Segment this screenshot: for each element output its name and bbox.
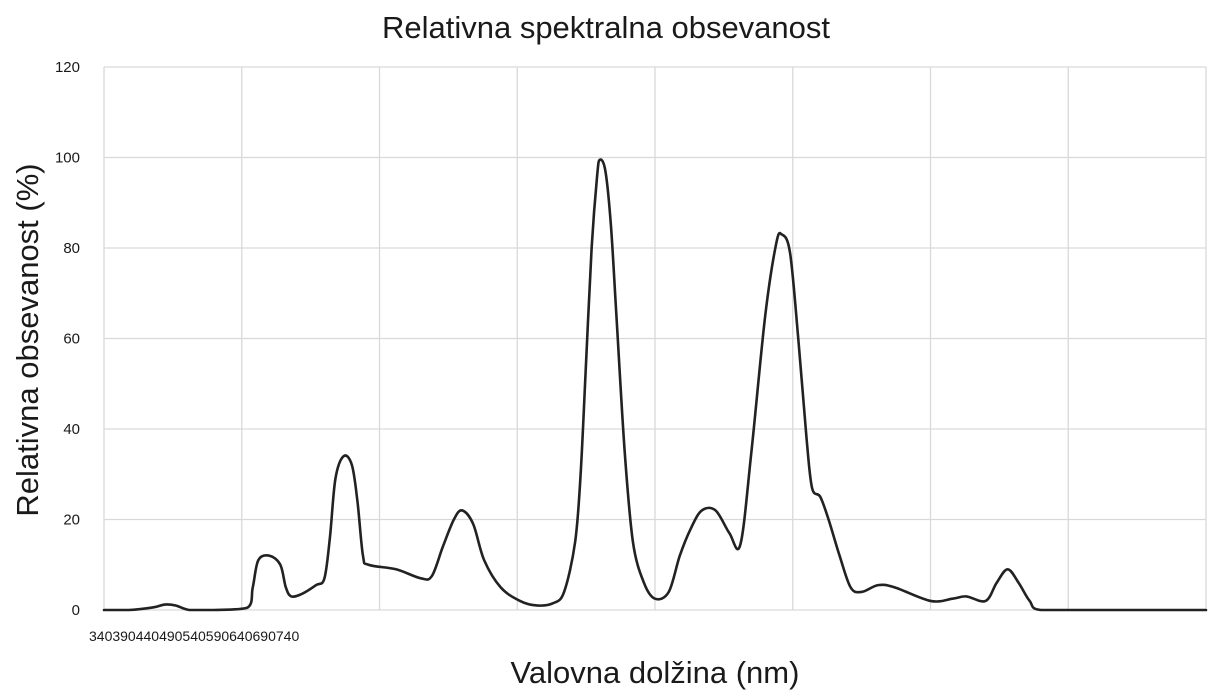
y-tick-label: 100: [55, 150, 80, 167]
chart-title: Relativna spektralna obsevanost: [382, 10, 830, 45]
y-tick-label: 40: [63, 421, 80, 438]
y-tick-label: 80: [63, 240, 80, 257]
y-tick-label: 120: [55, 59, 80, 76]
y-axis-label: Relativna obsevanost (%): [10, 163, 45, 516]
x-tick-labels: 340390440490540590640690740: [89, 628, 299, 644]
y-tick-label: 60: [63, 331, 80, 348]
series-line: [102, 158, 1208, 612]
x-axis-label: Valovna dolžina (nm): [511, 655, 800, 690]
series-layer: [102, 158, 1208, 612]
y-tick-label: 20: [63, 512, 80, 529]
y-tick-label: 0: [72, 602, 80, 619]
y-tick-labels: 0 20 40 60 80 100 120: [55, 59, 80, 619]
grid: [103, 66, 1207, 611]
